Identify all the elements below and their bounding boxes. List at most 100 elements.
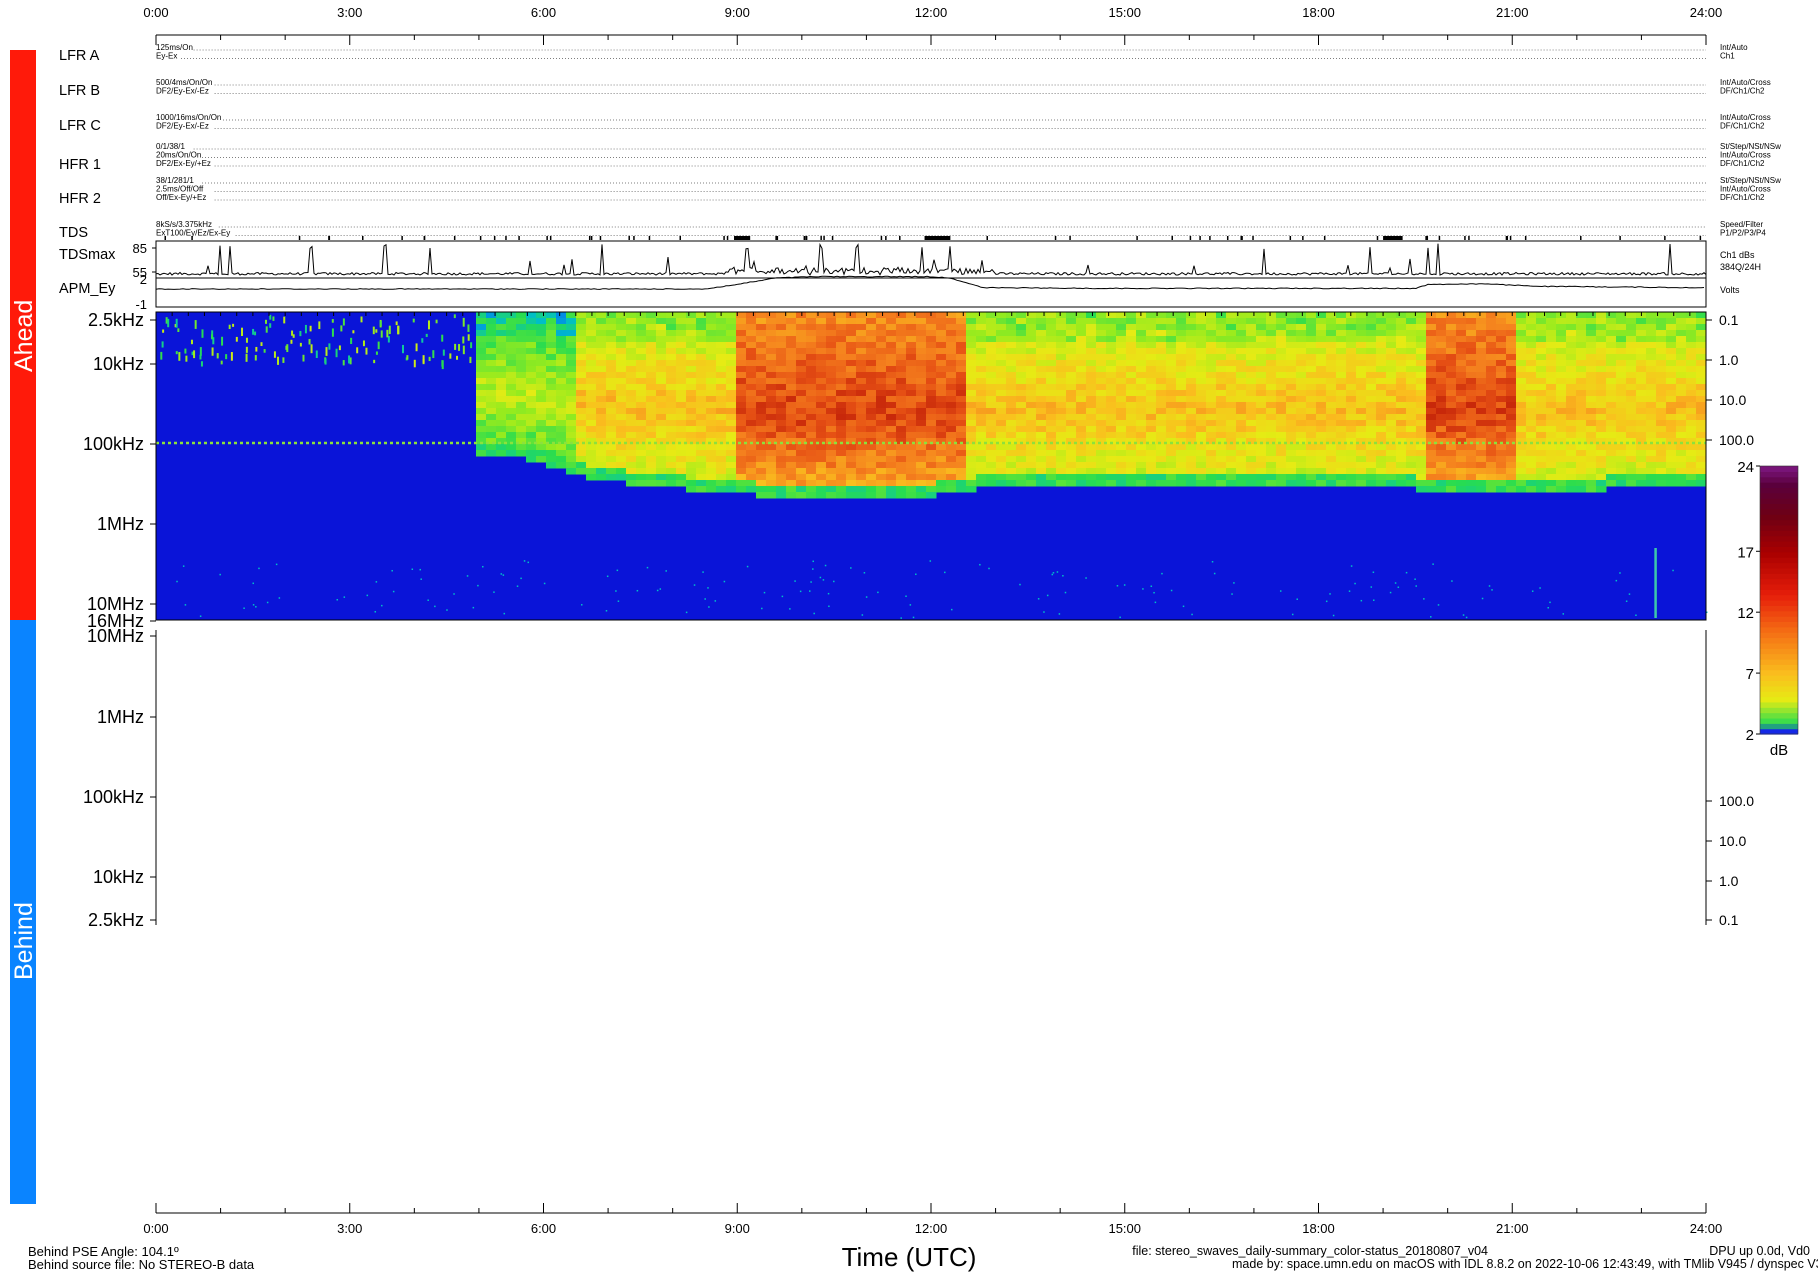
spectrogram-cell bbox=[626, 372, 637, 379]
spectrogram-cell bbox=[846, 366, 857, 373]
spectrogram-cell bbox=[886, 432, 897, 439]
spectrogram-cell bbox=[1506, 426, 1517, 433]
spectrogram-cell bbox=[1156, 474, 1167, 481]
spectrogram-cell bbox=[1056, 378, 1067, 385]
spectrogram-cell bbox=[956, 432, 967, 439]
spectrogram-cell bbox=[626, 402, 637, 409]
spectrogram-cell bbox=[1636, 348, 1647, 355]
spectrogram-cell bbox=[916, 354, 927, 361]
spectrogram-noise bbox=[909, 604, 912, 606]
spectrogram-cell bbox=[996, 390, 1007, 397]
spectrogram-cell bbox=[1146, 354, 1157, 361]
spectrogram-cell bbox=[1346, 408, 1357, 415]
spectrogram-cell bbox=[1306, 456, 1317, 463]
spectrogram-cell bbox=[1666, 384, 1677, 391]
spectrogram-cell bbox=[1526, 444, 1537, 451]
spectrogram-cell bbox=[1346, 360, 1357, 367]
spectrogram-cell bbox=[536, 372, 547, 379]
spectrogram-noise bbox=[929, 560, 932, 562]
spectrogram-cell bbox=[566, 324, 577, 331]
spectrogram-cell bbox=[766, 438, 777, 445]
spectrogram-noise bbox=[812, 568, 814, 570]
spectrogram-cell bbox=[766, 444, 777, 451]
spectrogram-cell bbox=[1576, 348, 1587, 355]
spectrogram-cell bbox=[496, 414, 507, 421]
spectrogram-cell bbox=[1066, 474, 1077, 481]
spectrogram-cell bbox=[916, 450, 927, 457]
spectrogram-cell bbox=[1506, 450, 1517, 457]
spectrogram-cell bbox=[1306, 474, 1317, 481]
spectrogram-cell bbox=[886, 324, 897, 331]
spectrogram-cell bbox=[986, 426, 997, 433]
spectrogram-cell bbox=[536, 360, 547, 367]
spectrogram-cell bbox=[786, 324, 797, 331]
spectrogram-cell bbox=[1146, 456, 1157, 463]
spectrogram-cell bbox=[706, 420, 717, 427]
spectrogram-cell bbox=[1266, 462, 1277, 469]
spectrogram-cell bbox=[1566, 366, 1577, 373]
spectrogram-cell bbox=[1426, 450, 1437, 457]
spectrogram-cell bbox=[526, 384, 537, 391]
spectrogram-cell bbox=[1036, 426, 1047, 433]
tds-event-mark bbox=[885, 236, 887, 240]
spectrogram-cell bbox=[1366, 432, 1377, 439]
spectrogram-cell bbox=[1216, 384, 1227, 391]
spectrogram-cell bbox=[646, 444, 657, 451]
spectrogram-cell bbox=[756, 474, 767, 481]
spectrogram-speck bbox=[260, 342, 263, 346]
spectrogram-cell bbox=[496, 324, 507, 331]
spectrogram-cell bbox=[806, 486, 817, 493]
spectrogram-cell bbox=[726, 426, 737, 433]
spectrogram-cell bbox=[636, 324, 647, 331]
spectrogram-cell bbox=[966, 438, 977, 445]
spectrogram-cell bbox=[936, 486, 947, 493]
instrument-setting: DF2/Ey-Ex/-Ez bbox=[156, 122, 209, 131]
spectrogram-cell bbox=[1696, 402, 1707, 409]
tds-event-mark bbox=[1524, 236, 1527, 240]
spectrogram-cell bbox=[1076, 426, 1087, 433]
spectrogram-cell bbox=[856, 432, 867, 439]
spectrogram-cell bbox=[1356, 450, 1367, 457]
spectrogram-cell bbox=[566, 342, 577, 349]
spectrogram-cell bbox=[1476, 390, 1487, 397]
spectrogram-cell bbox=[546, 318, 557, 325]
spectrogram-cell bbox=[926, 468, 937, 475]
spectrogram-cell bbox=[1166, 462, 1177, 469]
spectrogram-cell bbox=[1686, 444, 1697, 451]
spectrogram-cell bbox=[1656, 462, 1667, 469]
spectrogram-cell bbox=[1646, 312, 1657, 319]
spectrogram-cell bbox=[996, 396, 1007, 403]
spectrogram-cell bbox=[996, 456, 1007, 463]
spectrogram-cell bbox=[646, 366, 657, 373]
spectrogram-noise bbox=[812, 560, 814, 563]
tds-event-mark bbox=[401, 236, 403, 240]
spectrogram-speck bbox=[221, 336, 224, 346]
spectrogram-cell bbox=[1126, 360, 1137, 367]
spectrogram-cell bbox=[1226, 378, 1237, 385]
spectrogram-cell bbox=[846, 372, 857, 379]
spectrogram-cell bbox=[696, 438, 707, 445]
spectrogram-cell bbox=[796, 360, 807, 367]
spectrogram-cell bbox=[1266, 336, 1277, 343]
spectrogram-cell bbox=[1086, 426, 1097, 433]
spectrogram-cell bbox=[1306, 438, 1317, 445]
spectrogram-cell bbox=[716, 486, 727, 493]
spectrogram-cell bbox=[1336, 324, 1347, 331]
spectrogram-cell bbox=[1446, 426, 1457, 433]
spectrogram-cell bbox=[666, 384, 677, 391]
spectrogram-cell bbox=[896, 330, 907, 337]
spectrogram-cell bbox=[856, 396, 867, 403]
spectrogram-cell bbox=[666, 468, 677, 475]
spectrogram-noise bbox=[1051, 573, 1054, 576]
spectrogram-cell bbox=[756, 354, 767, 361]
spectrogram-cell bbox=[1506, 330, 1517, 337]
spectrogram-cell bbox=[1226, 414, 1237, 421]
spectrogram-speck bbox=[175, 318, 178, 328]
spectrogram-cell bbox=[1416, 330, 1427, 337]
spectrogram-cell bbox=[1346, 366, 1357, 373]
spectrogram-cell bbox=[1486, 324, 1497, 331]
spectrogram-cell bbox=[576, 342, 587, 349]
spectrogram-cell bbox=[946, 486, 957, 493]
spectrogram-cell bbox=[1056, 456, 1067, 463]
spectrogram-cell bbox=[786, 486, 797, 493]
